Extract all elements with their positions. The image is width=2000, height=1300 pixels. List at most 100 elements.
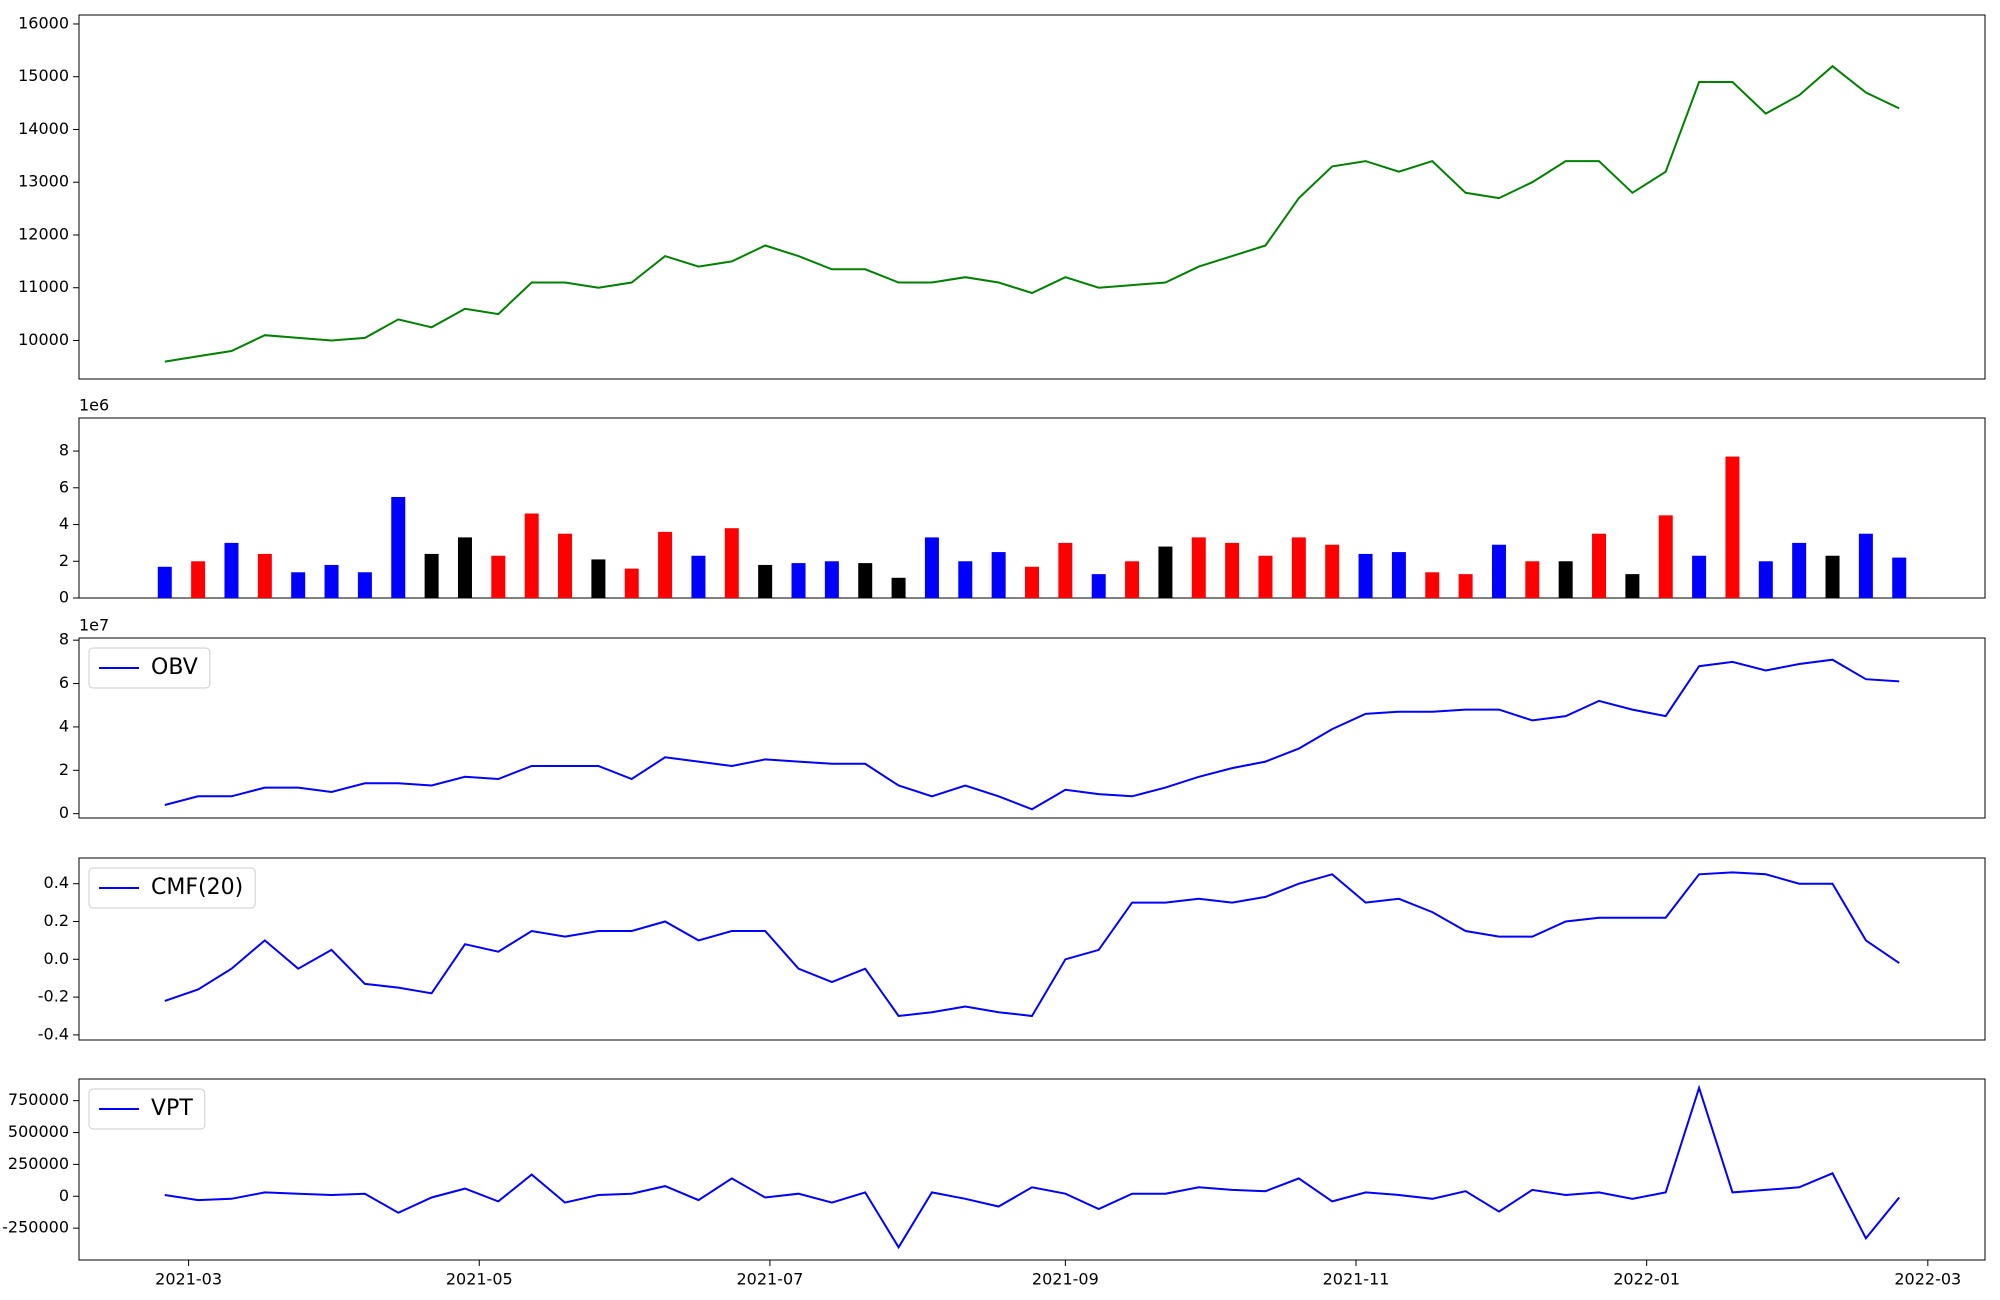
volume-bar xyxy=(558,533,573,598)
y-tick-label: -0.2 xyxy=(38,987,69,1006)
y-tick-label: 12000 xyxy=(18,224,69,243)
volume-bar xyxy=(1892,557,1907,598)
volume-bar xyxy=(1291,537,1306,598)
volume-bar xyxy=(1325,544,1340,598)
y-tick-label: -0.4 xyxy=(38,1024,69,1043)
volume-bar xyxy=(1125,561,1140,598)
y-tick-label: 14000 xyxy=(18,119,69,138)
volume-bar xyxy=(1425,572,1440,598)
y-tick-label: 0 xyxy=(59,803,69,822)
volume-bar xyxy=(1091,574,1106,598)
legend-label: VPT xyxy=(151,1096,193,1121)
y-offset-label: 1e6 xyxy=(79,396,109,415)
y-tick-label: 2 xyxy=(59,551,69,570)
volume-bar xyxy=(257,553,272,598)
volume-bar xyxy=(824,561,839,598)
axes-frame xyxy=(78,637,1986,819)
volume-bar xyxy=(724,528,739,598)
x-tick-label: 2021-07 xyxy=(736,1270,803,1289)
volume-bar xyxy=(224,542,239,598)
volume-bar xyxy=(1792,542,1807,598)
volume-bar xyxy=(924,537,939,598)
volume-bar xyxy=(1491,544,1506,598)
y-tick-label: 0 xyxy=(59,588,69,607)
legend-label: CMF(20) xyxy=(151,875,243,900)
volume-bar xyxy=(991,552,1006,598)
volume-bar xyxy=(1158,546,1173,598)
axes-frame xyxy=(78,1078,1986,1261)
x-tick-label: 2021-05 xyxy=(446,1270,513,1289)
volume-bar xyxy=(1358,553,1373,598)
volume-bar xyxy=(1558,561,1573,598)
volume-bar xyxy=(591,559,606,598)
line-series xyxy=(164,871,1900,1018)
y-tick-label: 13000 xyxy=(18,172,69,191)
volume-bar xyxy=(1058,542,1073,598)
volume-bar xyxy=(1658,515,1673,598)
y-tick-label: 0.0 xyxy=(44,949,69,968)
y-tick-label: 11000 xyxy=(18,277,69,296)
volume-bar xyxy=(791,563,806,598)
volume-bar xyxy=(457,537,472,598)
line-series xyxy=(164,64,1900,363)
volume-bar xyxy=(1592,533,1607,598)
volume-bar xyxy=(324,564,339,598)
y-tick-label: 0 xyxy=(59,1186,69,1205)
legend-box xyxy=(88,867,256,909)
y-tick-label: 15000 xyxy=(18,66,69,85)
volume-bar xyxy=(1758,561,1773,598)
line-series xyxy=(164,1084,1900,1250)
y-tick-label: 2 xyxy=(59,760,69,779)
volume-bar xyxy=(191,561,206,598)
x-tick-label: 2021-09 xyxy=(1032,1270,1099,1289)
y-tick-label: 8 xyxy=(59,441,69,460)
legend-label: OBV xyxy=(151,655,198,680)
volume-bar xyxy=(624,568,639,598)
y-tick-label: 0.2 xyxy=(44,911,69,930)
y-tick-label: 6 xyxy=(59,673,69,692)
legend-box xyxy=(88,1088,206,1130)
y-offset-label: 1e7 xyxy=(79,616,109,635)
x-tick-label: 2021-11 xyxy=(1323,1270,1390,1289)
y-tick-label: 4 xyxy=(59,716,69,735)
volume-bar xyxy=(691,555,706,598)
y-tick-label: 250000 xyxy=(8,1154,69,1173)
volume-bar xyxy=(1258,555,1273,598)
volume-bar xyxy=(1725,456,1740,598)
x-tick-label: 2022-03 xyxy=(1894,1270,1961,1289)
volume-bar xyxy=(1525,561,1540,598)
volume-bar xyxy=(1225,542,1240,598)
y-tick-label: 6 xyxy=(59,477,69,496)
volume-bar xyxy=(524,513,539,598)
volume-bar xyxy=(1391,552,1406,598)
x-tick-label: 2022-01 xyxy=(1613,1270,1680,1289)
volume-bar xyxy=(891,577,906,598)
y-tick-label: 10000 xyxy=(18,330,69,349)
y-tick-label: 8 xyxy=(59,630,69,649)
x-tick-label: 2021-03 xyxy=(155,1270,222,1289)
volume-bar xyxy=(1825,555,1840,598)
volume-bar xyxy=(858,563,873,598)
y-tick-label: 4 xyxy=(59,514,69,533)
volume-bar xyxy=(1692,555,1707,598)
y-tick-label: 16000 xyxy=(18,13,69,32)
volume-bar xyxy=(491,555,506,598)
volume-bar xyxy=(291,572,306,598)
volume-bar xyxy=(1191,537,1206,598)
y-tick-label: 750000 xyxy=(8,1090,69,1109)
y-tick-label: -250000 xyxy=(2,1218,69,1237)
volume-bar xyxy=(1858,533,1873,598)
volume-bar xyxy=(758,564,773,598)
volume-bar xyxy=(1458,574,1473,598)
y-tick-label: 500000 xyxy=(8,1122,69,1141)
axes-frame xyxy=(78,857,1986,1041)
volume-bar xyxy=(391,496,406,598)
volume-bar xyxy=(658,531,673,598)
volume-bar xyxy=(357,572,372,598)
volume-bar xyxy=(157,566,172,598)
axes-frame xyxy=(78,14,1986,380)
volume-bar xyxy=(1625,574,1640,598)
volume-bar xyxy=(1025,566,1039,598)
